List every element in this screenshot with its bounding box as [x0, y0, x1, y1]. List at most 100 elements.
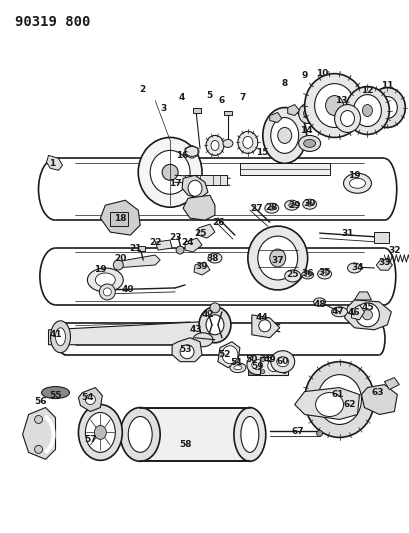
Ellipse shape [55, 328, 65, 346]
Ellipse shape [348, 179, 364, 188]
Circle shape [260, 370, 264, 374]
Ellipse shape [303, 140, 315, 148]
Polygon shape [47, 156, 62, 171]
Ellipse shape [150, 150, 190, 194]
Polygon shape [48, 322, 204, 345]
Ellipse shape [302, 199, 316, 209]
Bar [239, 163, 329, 175]
Ellipse shape [298, 103, 316, 124]
Ellipse shape [334, 104, 360, 133]
Text: 59: 59 [251, 362, 263, 371]
Text: 26: 26 [212, 217, 225, 227]
Circle shape [267, 360, 279, 372]
Text: 12: 12 [360, 86, 373, 95]
Text: 6: 6 [218, 96, 225, 105]
Ellipse shape [314, 84, 354, 127]
Ellipse shape [325, 95, 343, 116]
Bar [373, 232, 389, 243]
Circle shape [362, 310, 371, 320]
Circle shape [209, 303, 219, 313]
Circle shape [180, 345, 193, 359]
Text: 90319 800: 90319 800 [15, 15, 90, 29]
Circle shape [176, 246, 184, 254]
Circle shape [162, 164, 178, 180]
Text: 67: 67 [291, 427, 303, 436]
Text: 17: 17 [169, 179, 181, 188]
Circle shape [282, 370, 286, 374]
Polygon shape [375, 260, 391, 270]
Text: 21: 21 [129, 244, 141, 253]
Ellipse shape [240, 416, 258, 453]
Ellipse shape [262, 108, 306, 163]
Ellipse shape [268, 206, 274, 210]
Ellipse shape [306, 202, 312, 206]
Text: 18: 18 [114, 214, 126, 223]
Text: 37: 37 [271, 255, 283, 264]
Text: 14: 14 [300, 126, 312, 135]
Ellipse shape [340, 110, 354, 126]
Ellipse shape [343, 173, 371, 193]
Polygon shape [218, 342, 239, 368]
Text: 54: 54 [81, 393, 94, 402]
Text: 22: 22 [148, 238, 161, 247]
Ellipse shape [269, 249, 285, 267]
Text: 63: 63 [370, 388, 383, 397]
Polygon shape [384, 377, 398, 390]
Bar [110, 212, 128, 226]
Bar [259, 357, 287, 375]
Text: 25: 25 [286, 270, 298, 279]
Polygon shape [115, 255, 160, 268]
Ellipse shape [313, 298, 325, 306]
Text: 8: 8 [281, 79, 287, 88]
Ellipse shape [95, 273, 115, 287]
Circle shape [113, 260, 123, 270]
Ellipse shape [276, 357, 288, 367]
Polygon shape [100, 200, 140, 235]
Ellipse shape [353, 94, 380, 126]
Text: 34: 34 [351, 263, 363, 272]
Circle shape [258, 320, 270, 332]
Ellipse shape [221, 346, 237, 364]
Ellipse shape [301, 271, 313, 279]
Text: 47: 47 [330, 308, 343, 317]
Ellipse shape [330, 390, 348, 409]
Text: 2: 2 [139, 85, 145, 94]
Polygon shape [182, 175, 207, 198]
Text: 32: 32 [387, 246, 400, 255]
Ellipse shape [207, 253, 221, 263]
Text: 58: 58 [178, 440, 191, 449]
Text: 25: 25 [193, 229, 206, 238]
Text: 4: 4 [178, 93, 185, 102]
Ellipse shape [347, 263, 361, 273]
Text: 7: 7 [239, 93, 245, 102]
Ellipse shape [284, 200, 298, 210]
Text: 50: 50 [245, 355, 257, 364]
Polygon shape [344, 300, 391, 330]
Text: 9: 9 [301, 71, 307, 80]
Ellipse shape [87, 268, 123, 292]
Ellipse shape [233, 366, 241, 370]
Ellipse shape [138, 138, 202, 207]
Ellipse shape [251, 360, 263, 370]
Polygon shape [354, 292, 371, 300]
Text: 46: 46 [346, 309, 359, 317]
Ellipse shape [211, 140, 218, 150]
Ellipse shape [321, 272, 327, 276]
Text: 43: 43 [189, 325, 202, 334]
Text: 48: 48 [312, 301, 325, 309]
Ellipse shape [78, 405, 122, 461]
Text: 44: 44 [255, 313, 267, 322]
Circle shape [282, 358, 286, 362]
Ellipse shape [237, 132, 257, 154]
Circle shape [103, 288, 111, 296]
Text: 13: 13 [335, 96, 347, 105]
Text: 30: 30 [303, 199, 315, 208]
Ellipse shape [284, 270, 300, 282]
Ellipse shape [247, 226, 307, 290]
Text: 61: 61 [330, 390, 343, 399]
Text: 5: 5 [205, 91, 211, 100]
Ellipse shape [193, 333, 212, 347]
Text: 27: 27 [250, 204, 263, 213]
Ellipse shape [94, 425, 106, 439]
Text: 19: 19 [347, 171, 360, 180]
